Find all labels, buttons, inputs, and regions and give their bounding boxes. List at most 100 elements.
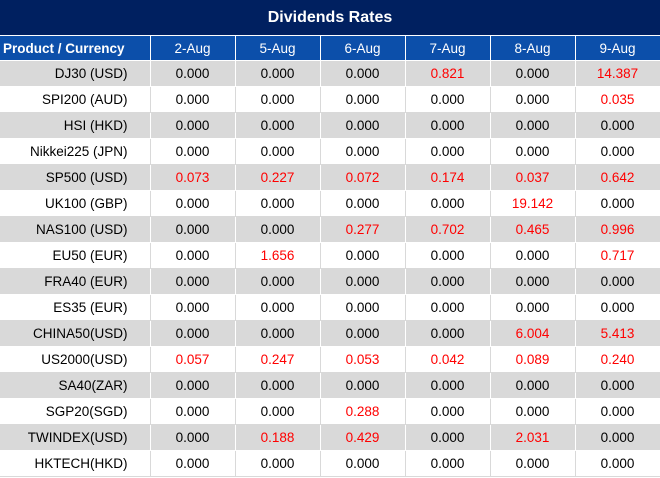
- rate-cell: 0.089: [490, 346, 576, 373]
- rate-cell: 0.000: [490, 86, 576, 113]
- rate-cell: 0.000: [150, 242, 236, 269]
- rate-cell: 0.000: [575, 372, 660, 399]
- rate-cell: 0.000: [405, 294, 491, 321]
- rate-cell: 0.000: [235, 320, 321, 347]
- rate-cell: 0.642: [575, 164, 660, 191]
- rate-cell: 0.821: [405, 60, 491, 87]
- table-row: SA40(ZAR) 0.000 0.000 0.000 0.000 0.000 0.000: [0, 372, 660, 399]
- rate-cell: 5.413: [575, 320, 660, 347]
- rate-cell: 0.000: [150, 60, 236, 87]
- rate-cell: 0.000: [405, 320, 491, 347]
- rate-cell: 0.000: [490, 398, 576, 425]
- product-name-cell: NAS100 (USD): [0, 216, 151, 243]
- rate-cell: 1.656: [235, 242, 321, 269]
- table-row: SP500 (USD) 0.073 0.227 0.072 0.174 0.037 0.64…: [0, 164, 660, 191]
- rate-cell: 0.000: [405, 268, 491, 295]
- header-date: 2-Aug: [150, 36, 236, 61]
- rate-cell: 14.387: [575, 60, 660, 87]
- rate-cell: 0.072: [320, 164, 406, 191]
- header-row: Product / Currency 2-Aug 5-Aug 6-Aug 7-A…: [0, 36, 660, 61]
- rate-cell: 0.053: [320, 346, 406, 373]
- rate-cell: 0.000: [235, 372, 321, 399]
- rate-cell: 0.000: [235, 398, 321, 425]
- table-title: Dividends Rates: [0, 0, 660, 36]
- product-name-cell: CHINA50(USD): [0, 320, 151, 347]
- rate-cell: 0.000: [405, 112, 491, 139]
- rate-cell: 0.000: [150, 398, 236, 425]
- rate-cell: 0.000: [320, 294, 406, 321]
- product-name-cell: SPI200 (AUD): [0, 86, 151, 113]
- rate-cell: 0.996: [575, 216, 660, 243]
- rate-cell: 0.000: [150, 424, 236, 451]
- table-row: SPI200 (AUD) 0.000 0.000 0.000 0.000 0.000 0.0…: [0, 86, 660, 113]
- rate-cell: 0.247: [235, 346, 321, 373]
- product-name-cell: FRA40 (EUR): [0, 268, 151, 295]
- table-row: NAS100 (USD) 0.000 0.000 0.277 0.702 0.465 0.9…: [0, 216, 660, 243]
- rate-cell: 0.277: [320, 216, 406, 243]
- rate-cell: 0.000: [320, 60, 406, 87]
- rate-cell: 0.037: [490, 164, 576, 191]
- rate-cell: 0.288: [320, 398, 406, 425]
- table-row: SGP20(SGD) 0.000 0.000 0.288 0.000 0.000 0.000: [0, 398, 660, 425]
- rate-cell: 0.000: [575, 424, 660, 451]
- rate-cell: 0.000: [575, 190, 660, 217]
- table-row: US2000(USD) 0.057 0.247 0.053 0.042 0.089 0.24…: [0, 346, 660, 373]
- rate-cell: 0.000: [150, 190, 236, 217]
- rate-cell: 2.031: [490, 424, 576, 451]
- rate-cell: 0.000: [320, 86, 406, 113]
- rate-cell: 0.717: [575, 242, 660, 269]
- rate-cell: 0.000: [235, 60, 321, 87]
- rate-cell: 6.004: [490, 320, 576, 347]
- rate-cell: 0.000: [235, 138, 321, 165]
- table-row: DJ30 (USD) 0.000 0.000 0.000 0.821 0.000 14.38…: [0, 60, 660, 87]
- table-body: DJ30 (USD) 0.000 0.000 0.000 0.821 0.000 14.38…: [0, 60, 660, 477]
- table-row: UK100 (GBP) 0.000 0.000 0.000 0.000 19.142 0.0…: [0, 190, 660, 217]
- rate-cell: 0.000: [150, 138, 236, 165]
- product-name-cell: US2000(USD): [0, 346, 151, 373]
- rate-cell: 0.000: [490, 372, 576, 399]
- rate-cell: 0.000: [490, 268, 576, 295]
- header-product-currency: Product / Currency: [0, 36, 151, 61]
- rate-cell: 0.000: [150, 320, 236, 347]
- table-row: HKTECH(HKD) 0.000 0.000 0.000 0.000 0.000 0.00…: [0, 450, 660, 477]
- header-date: 9-Aug: [575, 36, 660, 61]
- product-name-cell: SA40(ZAR): [0, 372, 151, 399]
- rate-cell: 0.429: [320, 424, 406, 451]
- rate-cell: 0.057: [150, 346, 236, 373]
- table-row: HSI (HKD) 0.000 0.000 0.000 0.000 0.000 0.000: [0, 112, 660, 139]
- rate-cell: 0.000: [235, 190, 321, 217]
- rate-cell: 0.000: [575, 450, 660, 477]
- rate-cell: 0.000: [320, 112, 406, 139]
- table-row: ES35 (EUR) 0.000 0.000 0.000 0.000 0.000 0.000: [0, 294, 660, 321]
- table-row: FRA40 (EUR) 0.000 0.000 0.000 0.000 0.000 0.00…: [0, 268, 660, 295]
- rate-cell: 0.000: [150, 294, 236, 321]
- rate-cell: 0.000: [320, 138, 406, 165]
- rate-cell: 0.000: [320, 372, 406, 399]
- rate-cell: 0.174: [405, 164, 491, 191]
- table-row: Nikkei225 (JPN) 0.000 0.000 0.000 0.000 0.000…: [0, 138, 660, 165]
- dividends-table: Product / Currency 2-Aug 5-Aug 6-Aug 7-A…: [0, 36, 660, 477]
- rate-cell: 0.000: [150, 112, 236, 139]
- rate-cell: 0.702: [405, 216, 491, 243]
- rate-cell: 0.000: [320, 320, 406, 347]
- rate-cell: 0.000: [235, 294, 321, 321]
- rate-cell: 0.000: [575, 138, 660, 165]
- product-name-cell: SP500 (USD): [0, 164, 151, 191]
- product-name-cell: SGP20(SGD): [0, 398, 151, 425]
- rate-cell: 0.000: [320, 242, 406, 269]
- rate-cell: 0.227: [235, 164, 321, 191]
- rate-cell: 0.000: [150, 450, 236, 477]
- rate-cell: 0.000: [405, 86, 491, 113]
- rate-cell: 0.000: [575, 398, 660, 425]
- rate-cell: 0.000: [405, 450, 491, 477]
- rate-cell: 0.035: [575, 86, 660, 113]
- rate-cell: 0.000: [235, 216, 321, 243]
- product-name-cell: ES35 (EUR): [0, 294, 151, 321]
- rate-cell: 0.000: [490, 450, 576, 477]
- rate-cell: 0.000: [235, 450, 321, 477]
- rate-cell: 0.000: [490, 112, 576, 139]
- rate-cell: 0.000: [405, 242, 491, 269]
- rate-cell: 0.000: [405, 372, 491, 399]
- rate-cell: 0.000: [235, 86, 321, 113]
- header-date: 5-Aug: [235, 36, 321, 61]
